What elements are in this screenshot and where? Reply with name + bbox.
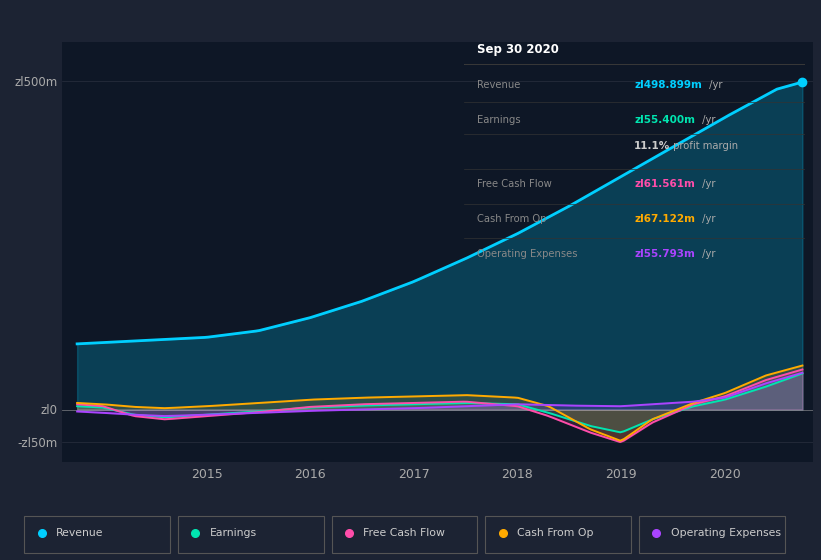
- Text: zl61.561m: zl61.561m: [635, 179, 695, 189]
- Text: profit margin: profit margin: [670, 141, 738, 151]
- Bar: [25, 516, 170, 553]
- Text: /yr: /yr: [699, 115, 715, 125]
- Text: Cash From Op: Cash From Op: [517, 529, 594, 538]
- Bar: [332, 516, 478, 553]
- Text: /yr: /yr: [699, 249, 715, 259]
- Bar: [639, 516, 785, 553]
- Text: zl67.122m: zl67.122m: [635, 214, 695, 224]
- Text: Revenue: Revenue: [56, 529, 103, 538]
- Text: Earnings: Earnings: [209, 529, 257, 538]
- Text: /yr: /yr: [699, 214, 715, 224]
- Bar: [485, 516, 631, 553]
- Text: 11.1%: 11.1%: [635, 141, 671, 151]
- Text: Free Cash Flow: Free Cash Flow: [478, 179, 553, 189]
- Text: Revenue: Revenue: [478, 80, 521, 90]
- Text: /yr: /yr: [706, 80, 722, 90]
- Bar: [178, 516, 323, 553]
- Text: Sep 30 2020: Sep 30 2020: [478, 43, 559, 55]
- Text: zl55.793m: zl55.793m: [635, 249, 695, 259]
- Text: Free Cash Flow: Free Cash Flow: [363, 529, 445, 538]
- Text: zl498.899m: zl498.899m: [635, 80, 702, 90]
- Text: /yr: /yr: [699, 179, 715, 189]
- Text: Operating Expenses: Operating Expenses: [671, 529, 781, 538]
- Text: Operating Expenses: Operating Expenses: [478, 249, 578, 259]
- Text: Cash From Op: Cash From Op: [478, 214, 547, 224]
- Text: zl55.400m: zl55.400m: [635, 115, 695, 125]
- Text: Earnings: Earnings: [478, 115, 521, 125]
